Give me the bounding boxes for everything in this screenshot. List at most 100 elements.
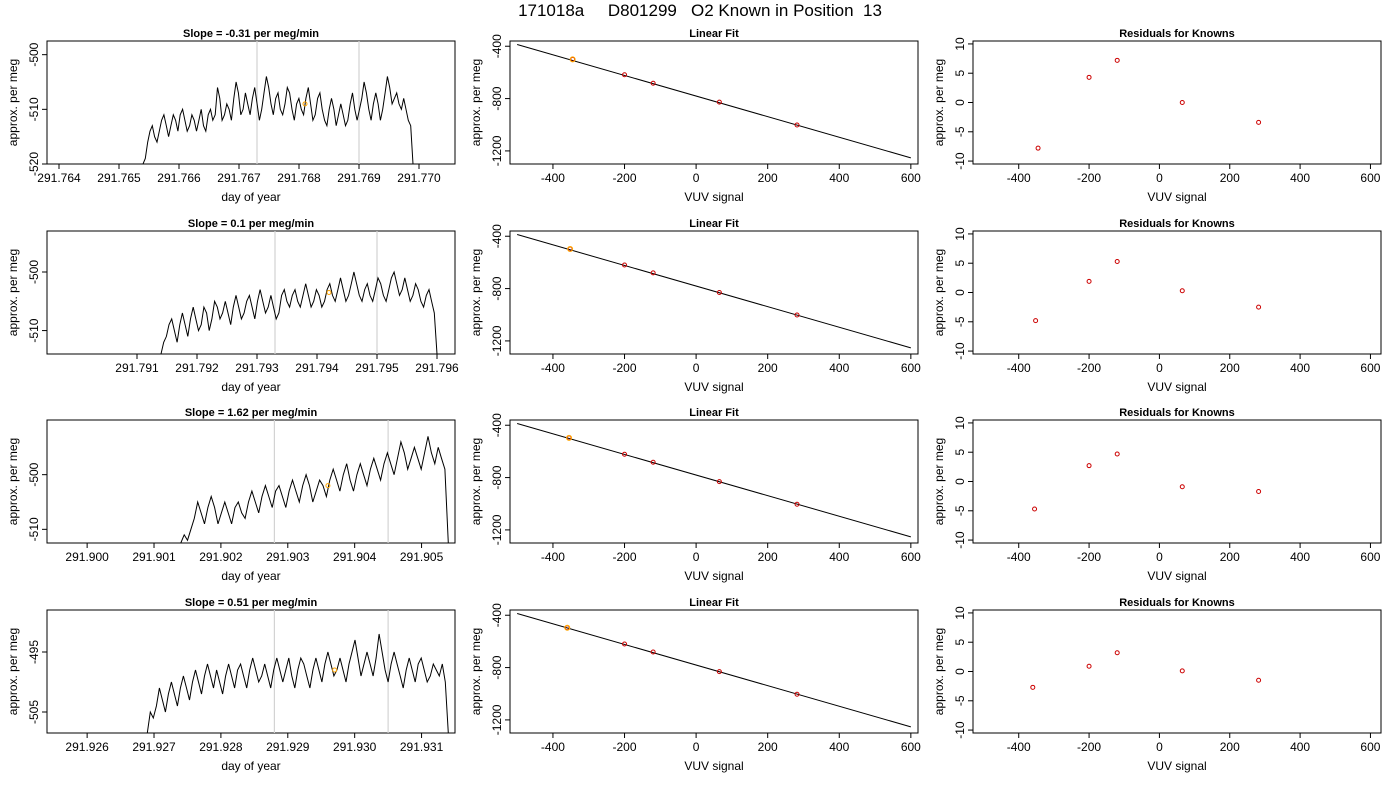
x-tick-label: 400 bbox=[1290, 361, 1310, 375]
fit-line bbox=[517, 44, 911, 159]
data-point bbox=[716, 99, 722, 105]
panel-1-1: Slope = -0.31 per meg/min 291.764 291.765 2… bbox=[6, 28, 456, 204]
x-tick-label: 200 bbox=[758, 550, 778, 564]
plot-area bbox=[142, 41, 414, 164]
x-tick-label: 600 bbox=[1360, 171, 1380, 185]
panel-title: Residuals for Knowns bbox=[1119, 597, 1235, 609]
x-tick-label: 600 bbox=[1360, 361, 1380, 375]
data-point bbox=[716, 290, 722, 295]
x-tick-label: 0 bbox=[693, 171, 700, 185]
data-point bbox=[650, 270, 656, 276]
y-tick-label: -5 bbox=[953, 695, 967, 706]
x-axis-label: VUV signal bbox=[684, 569, 743, 583]
plot-area bbox=[1030, 650, 1262, 690]
panel-3-3: Residuals for Knowns -400 -200 0 200 400 600 -1… bbox=[932, 407, 1382, 583]
panel-2-2: Linear Fit -400 -200 0 200 400 600 -400 -800 -120… bbox=[469, 218, 921, 394]
y-axis-label: approx. per meg bbox=[932, 628, 946, 715]
data-point bbox=[1032, 506, 1038, 512]
x-tick-label: 0 bbox=[1156, 361, 1163, 375]
x-tick-label: 0 bbox=[1156, 550, 1163, 564]
panel-title: Slope = 0.1 per meg/min bbox=[188, 218, 315, 230]
x-tick-label: -400 bbox=[541, 171, 565, 185]
data-point bbox=[1086, 663, 1092, 669]
plot-frame bbox=[509, 419, 919, 544]
plot-frame bbox=[46, 419, 456, 544]
x-tick-label: 0 bbox=[693, 550, 700, 564]
highlight-point bbox=[567, 246, 574, 253]
y-tick-label: -500 bbox=[27, 462, 41, 486]
data-point bbox=[716, 479, 722, 485]
mean-marker bbox=[326, 290, 332, 295]
y-axis-label: approx. per meg bbox=[469, 249, 483, 336]
y-axis-label: approx. per meg bbox=[469, 628, 483, 715]
data-point bbox=[1256, 488, 1262, 494]
x-tick-label: 291.767 bbox=[217, 171, 261, 185]
panel-4-1: Slope = 0.51 per meg/min 291.926 291.927 29… bbox=[6, 597, 456, 773]
x-tick-label: 291.769 bbox=[337, 171, 381, 185]
x-tick-label: 291.905 bbox=[400, 550, 444, 564]
x-axis-label: VUV signal bbox=[1147, 759, 1206, 773]
x-tick-label: 0 bbox=[693, 740, 700, 754]
plot-area bbox=[517, 44, 911, 159]
data-point bbox=[1179, 484, 1185, 490]
y-tick-label: -400 bbox=[490, 603, 504, 627]
y-tick-label: -5 bbox=[953, 505, 967, 516]
panel-title: Linear Fit bbox=[689, 407, 739, 419]
x-axis-label: day of year bbox=[221, 759, 280, 773]
data-point bbox=[794, 312, 800, 318]
x-tick-label: -200 bbox=[613, 550, 637, 564]
x-tick-label: 291.901 bbox=[132, 550, 176, 564]
y-tick-label: -800 bbox=[490, 655, 504, 679]
y-tick-label: -10 bbox=[953, 721, 967, 739]
data-point bbox=[650, 649, 656, 655]
plot-area bbox=[517, 613, 911, 728]
data-point bbox=[1256, 304, 1262, 310]
y-tick-label: -800 bbox=[490, 276, 504, 300]
x-tick-label: 291.929 bbox=[266, 740, 310, 754]
x-tick-label: 291.904 bbox=[333, 550, 377, 564]
x-tick-label: -200 bbox=[1077, 740, 1101, 754]
x-tick-label: 291.794 bbox=[295, 361, 339, 375]
x-tick-label: 291.926 bbox=[65, 740, 109, 754]
x-tick-label: 291.931 bbox=[400, 740, 444, 754]
x-tick-label: -200 bbox=[1077, 550, 1101, 564]
plot-area bbox=[517, 423, 911, 538]
panel-title: Slope = -0.31 per meg/min bbox=[183, 28, 319, 40]
data-point bbox=[794, 501, 800, 507]
y-axis-label: approx. per meg bbox=[469, 438, 483, 525]
data-point bbox=[1035, 145, 1041, 151]
mean-marker bbox=[332, 667, 338, 673]
x-tick-label: 0 bbox=[1156, 171, 1163, 185]
data-point bbox=[622, 72, 628, 78]
x-axis-label: VUV signal bbox=[1147, 569, 1206, 583]
data-point bbox=[794, 691, 800, 697]
signal-line bbox=[160, 270, 438, 354]
y-tick-label: 10 bbox=[953, 416, 967, 430]
panel-2-1: Slope = 0.1 per meg/min 291.791 291.792 291… bbox=[6, 218, 459, 394]
x-tick-label: 600 bbox=[1360, 740, 1380, 754]
data-point bbox=[1086, 463, 1092, 469]
y-axis-label: approx. per meg bbox=[932, 438, 946, 525]
x-tick-label: 400 bbox=[1290, 550, 1310, 564]
y-axis-label: approx. per meg bbox=[6, 249, 20, 336]
y-tick-label: -510 bbox=[27, 318, 41, 342]
data-point bbox=[622, 451, 628, 457]
y-tick-label: -400 bbox=[490, 34, 504, 58]
y-tick-label: 0 bbox=[953, 478, 967, 485]
x-tick-label: 400 bbox=[829, 361, 849, 375]
y-tick-label: -510 bbox=[27, 517, 41, 541]
x-tick-label: 400 bbox=[1290, 740, 1310, 754]
panel-title: Slope = 0.51 per meg/min bbox=[185, 597, 318, 609]
fit-line bbox=[517, 613, 911, 728]
plot-area bbox=[160, 231, 438, 354]
y-tick-label: 10 bbox=[953, 227, 967, 241]
panel-4-3: Residuals for Knowns -400 -200 0 200 400 600 -1… bbox=[932, 597, 1382, 773]
data-point bbox=[1256, 677, 1262, 683]
x-tick-label: -400 bbox=[1007, 550, 1031, 564]
data-point bbox=[1030, 684, 1036, 690]
panel-1-2: Linear Fit -400 -200 0 200 400 600 -400 -800 -120… bbox=[469, 28, 921, 204]
plot-area bbox=[517, 234, 911, 349]
data-point bbox=[622, 262, 628, 268]
y-tick-label: 0 bbox=[953, 99, 967, 106]
x-tick-label: -200 bbox=[1077, 171, 1101, 185]
